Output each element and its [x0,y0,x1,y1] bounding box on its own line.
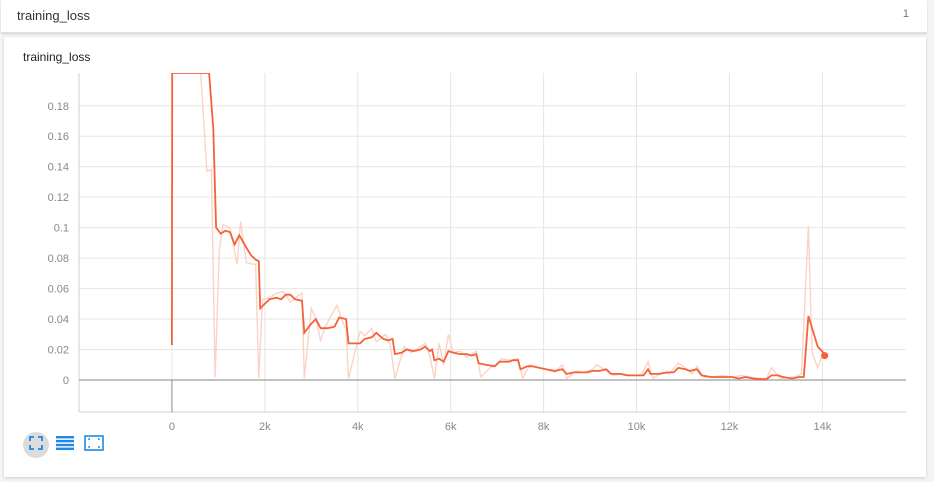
y-tick-label: 0.02 [48,345,69,357]
x-tick-label: 8k [538,421,550,433]
x-tick-label: 12k [721,421,739,433]
y-tick-label: 0.04 [48,314,69,326]
series-raw-line [200,73,824,381]
expand-icon [29,435,43,455]
chart-card: training_loss 0 2k 4k 6k 8k 10k 12k 14k 0 0.02 0.0… [4,37,926,477]
y-tick-label: 0.18 [48,101,69,113]
y-tick-label: 0.1 [54,223,69,235]
chart-title: training_loss [23,50,91,64]
x-tick-label: 0 [169,421,175,433]
y-tick-label: 0.06 [48,284,69,296]
x-tick-label: 14k [813,421,831,433]
run-title: training_loss [17,8,90,23]
expand-button[interactable] [23,432,49,458]
last-point-marker [821,352,829,360]
x-tick-label: 2k [259,421,271,433]
y-tick-label: 0.12 [48,192,69,204]
y-tick-label: 0.14 [48,162,69,174]
line-chart[interactable]: 0 2k 4k 6k 8k 10k 12k 14k 0 0.02 0.04 0.06 0.08 0.1 0.… [4,37,926,477]
list-icon [56,435,74,455]
x-tick-label: 10k [628,421,646,433]
y-tick-label: 0.08 [48,253,69,265]
fit-domain-icon [84,434,104,456]
run-count: 1 [902,8,909,20]
series-smoothed-line [170,73,826,381]
fit-domain-button[interactable] [81,432,107,458]
y-tick-label: 0.16 [48,131,69,143]
y-tick-label: 0 [63,375,69,387]
x-tick-label: 6k [445,421,457,433]
toggle-log-scale-button[interactable] [52,432,78,458]
run-header[interactable]: training_loss 1 [1,0,927,33]
x-tick-label: 4k [352,421,364,433]
